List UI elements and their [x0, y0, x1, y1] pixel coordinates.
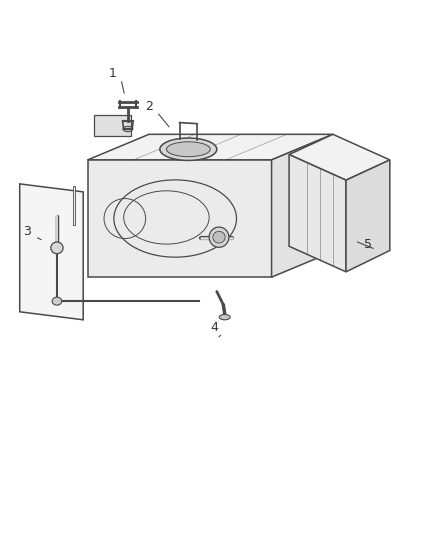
- Text: 3: 3: [23, 225, 31, 238]
- Polygon shape: [346, 160, 390, 272]
- Ellipse shape: [209, 227, 229, 247]
- Polygon shape: [272, 134, 333, 277]
- Polygon shape: [20, 184, 83, 320]
- Ellipse shape: [123, 126, 133, 132]
- Bar: [94, 115, 131, 136]
- Polygon shape: [289, 134, 390, 180]
- Polygon shape: [88, 160, 272, 277]
- Polygon shape: [88, 134, 333, 160]
- Ellipse shape: [166, 142, 210, 157]
- Ellipse shape: [160, 138, 217, 160]
- Text: 5: 5: [364, 238, 372, 251]
- Ellipse shape: [51, 242, 63, 254]
- Text: 2: 2: [145, 100, 153, 113]
- Text: 4: 4: [211, 321, 219, 334]
- Ellipse shape: [213, 231, 225, 243]
- Ellipse shape: [52, 297, 62, 305]
- Ellipse shape: [219, 314, 230, 320]
- Text: 1: 1: [109, 67, 117, 80]
- Polygon shape: [289, 155, 346, 272]
